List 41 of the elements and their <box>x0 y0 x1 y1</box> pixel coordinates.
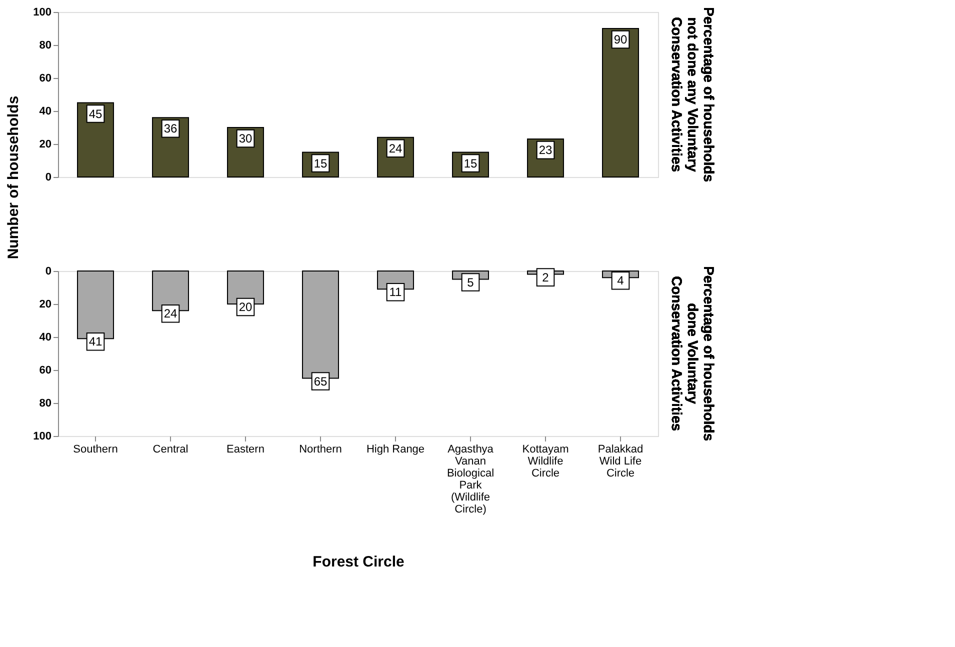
data-label: 90 <box>614 32 628 46</box>
data-label: 15 <box>314 156 328 170</box>
y2-axis-title: Percentage of households not done any Voluntary Conservation Activities <box>669 6 717 182</box>
x-tick-label: Palakkad Wild Life Circle <box>598 444 644 480</box>
y-tick-label: 100 <box>33 430 52 442</box>
y-tick-label: 40 <box>39 106 52 118</box>
data-label: 4 <box>617 274 624 288</box>
data-label: 2 <box>542 270 550 284</box>
y-tick-label: 60 <box>39 72 52 84</box>
x-tick-label: Agasthya Vanan Biological Park (Wildlife Circle) <box>446 444 494 516</box>
y-tick-label: 0 <box>45 172 52 184</box>
y-tick-label: 20 <box>39 298 52 310</box>
y-tick-label: 40 <box>39 332 52 344</box>
y2-axis-title: Percentage of households done Voluntary Conservation Activities <box>669 266 717 442</box>
bar <box>602 28 639 178</box>
data-label: 20 <box>238 300 252 314</box>
data-label: 36 <box>164 122 178 136</box>
data-label: 5 <box>467 275 474 290</box>
data-label: 23 <box>538 143 552 158</box>
data-label: 41 <box>88 334 102 349</box>
y-tick-label: 0 <box>45 266 52 278</box>
data-label: 65 <box>314 374 328 388</box>
y-tick-label: 60 <box>39 364 52 376</box>
y-tick-label: 80 <box>39 40 52 52</box>
data-label: 24 <box>388 141 402 156</box>
x-tick-label: Northern <box>299 444 342 456</box>
y-tick-label: 80 <box>39 398 52 410</box>
data-label: 30 <box>238 132 252 146</box>
x-tick-label: Southern <box>73 444 118 456</box>
y-axis-title: Number of households <box>5 96 22 260</box>
x-tick-label: Kottayam Wildlife Circle <box>522 444 569 480</box>
x-tick-label: Eastern <box>226 444 264 456</box>
data-label: 24 <box>164 306 178 321</box>
x-tick-label: High Range <box>366 444 425 456</box>
x-tick-label: Central <box>152 444 188 456</box>
x-axis-title: Forest Circle <box>312 554 404 570</box>
y-tick-label: 100 <box>33 6 52 18</box>
data-label: 45 <box>88 106 102 121</box>
y-tick-label: 20 <box>39 138 52 150</box>
data-label: 11 <box>389 285 402 300</box>
data-label: 15 <box>464 156 478 170</box>
